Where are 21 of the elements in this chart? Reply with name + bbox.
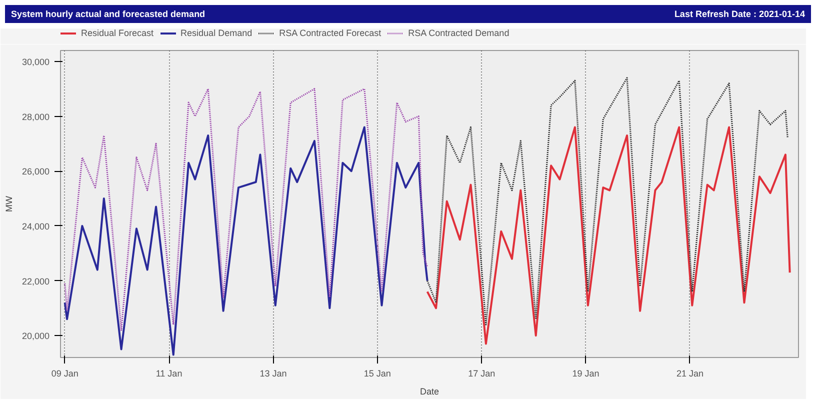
y-tick-label: 20,000 xyxy=(22,331,50,342)
y-tick-label: 28,000 xyxy=(22,112,50,122)
x-tick-label: 15 Jan xyxy=(364,368,391,378)
chart-title: System hourly actual and forecasted demand xyxy=(11,8,206,21)
x-tick-label: 13 Jan xyxy=(260,368,287,378)
legend-label: Residual Forecast xyxy=(81,28,154,38)
legend-label: Residual Demand xyxy=(180,28,252,38)
x-tick-label: 19 Jan xyxy=(572,368,600,378)
x-tick-label: 21 Jan xyxy=(676,368,704,378)
x-tick-label: 09 Jan xyxy=(51,368,78,378)
y-tick-label: 24,000 xyxy=(22,221,50,232)
y-tick-label: 22,000 xyxy=(22,276,50,286)
legend-label: RSA Contracted Forecast xyxy=(279,28,382,38)
x-axis-title: Date xyxy=(420,386,440,396)
y-tick-label: 26,000 xyxy=(22,166,50,177)
x-tick-label: 17 Jan xyxy=(468,368,496,378)
legend-label: RSA Contracted Demand xyxy=(408,28,510,38)
y-axis-title: MW xyxy=(4,196,14,212)
y-tick-label: 30,000 xyxy=(22,56,50,67)
text: Last Refresh Date : 2021-01-14 xyxy=(674,8,805,21)
x-tick-label: 11 Jan xyxy=(156,368,182,378)
